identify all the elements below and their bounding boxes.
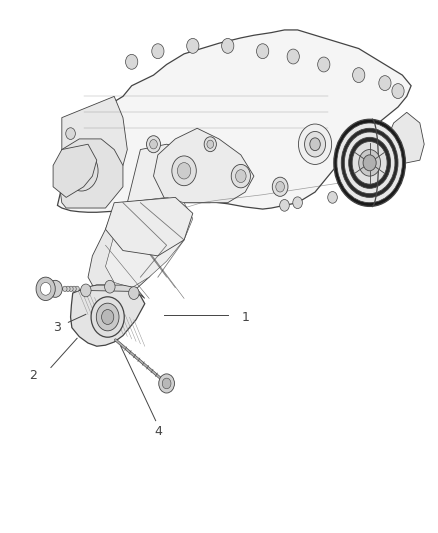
Circle shape bbox=[392, 84, 404, 99]
Circle shape bbox=[344, 132, 395, 193]
Circle shape bbox=[162, 378, 171, 389]
Circle shape bbox=[69, 286, 73, 292]
Circle shape bbox=[187, 38, 199, 53]
Text: 1: 1 bbox=[241, 311, 249, 324]
Polygon shape bbox=[57, 30, 411, 212]
Circle shape bbox=[287, 49, 299, 64]
Circle shape bbox=[353, 68, 365, 83]
Polygon shape bbox=[106, 197, 193, 288]
Circle shape bbox=[280, 199, 289, 211]
Polygon shape bbox=[62, 96, 127, 165]
Circle shape bbox=[310, 138, 320, 151]
Circle shape bbox=[126, 54, 138, 69]
Circle shape bbox=[207, 140, 214, 148]
Text: 2: 2 bbox=[29, 369, 37, 382]
Circle shape bbox=[334, 119, 406, 206]
Circle shape bbox=[349, 138, 391, 188]
Circle shape bbox=[172, 156, 196, 185]
Circle shape bbox=[72, 286, 76, 292]
Circle shape bbox=[40, 282, 51, 295]
Polygon shape bbox=[79, 285, 145, 298]
Circle shape bbox=[66, 128, 75, 140]
Circle shape bbox=[152, 44, 164, 59]
Polygon shape bbox=[57, 139, 123, 208]
Circle shape bbox=[222, 38, 234, 53]
Circle shape bbox=[96, 303, 119, 331]
Polygon shape bbox=[385, 112, 424, 165]
Circle shape bbox=[318, 57, 330, 72]
Circle shape bbox=[102, 310, 114, 325]
Circle shape bbox=[177, 163, 191, 179]
Circle shape bbox=[363, 155, 376, 171]
Polygon shape bbox=[106, 197, 193, 256]
Circle shape bbox=[236, 169, 246, 183]
Circle shape bbox=[276, 182, 284, 192]
Circle shape bbox=[231, 165, 251, 188]
Polygon shape bbox=[88, 203, 184, 304]
Polygon shape bbox=[53, 144, 97, 197]
Circle shape bbox=[63, 286, 67, 292]
Polygon shape bbox=[127, 144, 219, 203]
Circle shape bbox=[293, 197, 302, 208]
Text: 3: 3 bbox=[53, 321, 61, 334]
Circle shape bbox=[272, 177, 288, 196]
Circle shape bbox=[75, 286, 79, 292]
Circle shape bbox=[72, 159, 91, 182]
Circle shape bbox=[66, 286, 70, 292]
Circle shape bbox=[147, 136, 160, 153]
Circle shape bbox=[48, 280, 62, 297]
Circle shape bbox=[352, 142, 387, 184]
Circle shape bbox=[304, 132, 325, 157]
Circle shape bbox=[159, 374, 174, 393]
Text: 4: 4 bbox=[154, 425, 162, 438]
Circle shape bbox=[379, 76, 391, 91]
Polygon shape bbox=[71, 285, 145, 346]
Circle shape bbox=[298, 124, 332, 165]
Circle shape bbox=[337, 123, 403, 203]
Circle shape bbox=[91, 297, 124, 337]
Circle shape bbox=[81, 284, 91, 297]
Circle shape bbox=[341, 128, 398, 197]
Circle shape bbox=[105, 280, 115, 293]
Circle shape bbox=[36, 277, 55, 301]
Circle shape bbox=[257, 44, 269, 59]
Circle shape bbox=[150, 140, 157, 149]
Circle shape bbox=[328, 191, 337, 203]
Circle shape bbox=[359, 150, 381, 176]
Circle shape bbox=[129, 287, 139, 300]
Circle shape bbox=[65, 151, 98, 191]
Circle shape bbox=[204, 137, 216, 152]
Polygon shape bbox=[153, 128, 254, 203]
